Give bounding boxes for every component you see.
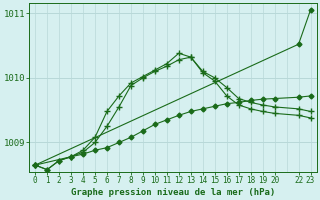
X-axis label: Graphe pression niveau de la mer (hPa): Graphe pression niveau de la mer (hPa): [71, 188, 275, 197]
